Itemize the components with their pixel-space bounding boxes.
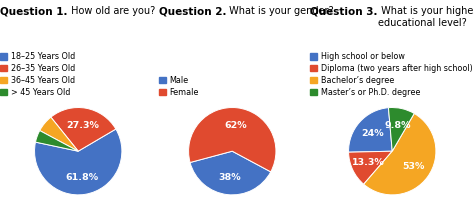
Text: 24%: 24% bbox=[361, 129, 384, 138]
Legend: High school or below, Diploma (two years after high school), Bachelor’s degree, : High school or below, Diploma (two years… bbox=[310, 52, 473, 97]
Text: 61.8%: 61.8% bbox=[66, 173, 99, 182]
Text: 38%: 38% bbox=[218, 173, 241, 182]
Wedge shape bbox=[40, 117, 78, 151]
Legend: Male, Female: Male, Female bbox=[159, 76, 199, 97]
Wedge shape bbox=[36, 131, 78, 151]
Wedge shape bbox=[388, 108, 414, 151]
Wedge shape bbox=[35, 129, 122, 195]
Legend: 18–25 Years Old, 26–35 Years Old, 36–45 Years Old, > 45 Years Old: 18–25 Years Old, 26–35 Years Old, 36–45 … bbox=[0, 52, 75, 97]
Wedge shape bbox=[51, 108, 116, 151]
Wedge shape bbox=[190, 151, 271, 195]
Wedge shape bbox=[364, 113, 436, 195]
Text: Question 2.: Question 2. bbox=[159, 6, 226, 16]
Wedge shape bbox=[189, 108, 276, 172]
Text: Question 1.: Question 1. bbox=[0, 6, 67, 16]
Text: 13.3%: 13.3% bbox=[352, 158, 385, 167]
Text: 62%: 62% bbox=[224, 121, 246, 130]
Text: 9.8%: 9.8% bbox=[385, 121, 411, 130]
Text: What is your gender?: What is your gender? bbox=[226, 6, 334, 16]
Text: 53%: 53% bbox=[402, 162, 425, 171]
Text: How old are you?: How old are you? bbox=[67, 6, 155, 16]
Text: Question 3.: Question 3. bbox=[310, 6, 378, 16]
Text: What is your highest
educational level?: What is your highest educational level? bbox=[378, 6, 474, 28]
Wedge shape bbox=[348, 108, 392, 152]
Wedge shape bbox=[348, 151, 392, 184]
Text: 27.3%: 27.3% bbox=[66, 121, 100, 130]
